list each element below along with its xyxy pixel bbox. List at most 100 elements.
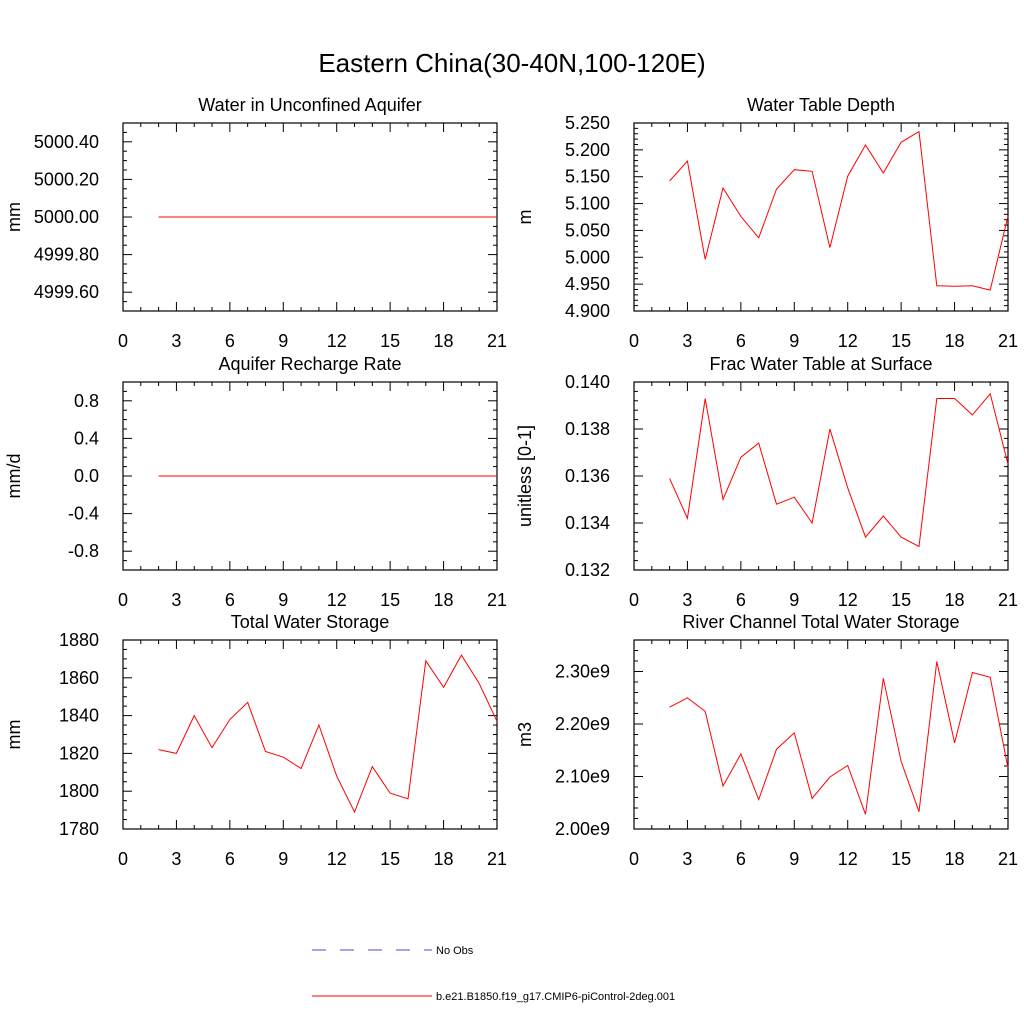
y-tick-label: 5.050 [565, 220, 610, 240]
y-tick-label: 1880 [59, 630, 99, 650]
x-tick-label: 15 [891, 331, 911, 351]
x-tick-label: 0 [118, 590, 128, 610]
x-tick-label: 6 [736, 849, 746, 869]
panel-title: Total Water Storage [231, 612, 389, 632]
series-line [669, 130, 1009, 291]
x-tick-label: 21 [487, 331, 507, 351]
x-tick-label: 9 [789, 331, 799, 351]
x-tick-label: 18 [434, 849, 454, 869]
legend: No Obs b.e21.B1850.f19_g17.CMIP6-piContr… [312, 945, 675, 1003]
x-tick-label: 3 [682, 590, 692, 610]
y-axis-label: mm/d [4, 454, 24, 499]
y-tick-label: 2.10e9 [555, 767, 610, 787]
x-tick-label: 15 [891, 590, 911, 610]
x-tick-label: 18 [434, 331, 454, 351]
x-tick-label: 9 [278, 849, 288, 869]
panel-5: Total Water Storage mm 0 3 6 9 12 15 18 21 1780 180… [4, 612, 507, 869]
series-line [158, 654, 498, 814]
series-line [669, 392, 1009, 548]
x-tick-label: 15 [380, 849, 400, 869]
x-tick-label: 18 [945, 849, 965, 869]
x-tick-label: 6 [225, 590, 235, 610]
y-tick-label: 2.00e9 [555, 819, 610, 839]
panel-title: Frac Water Table at Surface [709, 354, 932, 374]
x-tick-label: 15 [891, 849, 911, 869]
y-tick-label: 0.132 [565, 560, 610, 580]
y-tick-label: 0.4 [74, 428, 99, 448]
x-tick-label: 12 [327, 331, 347, 351]
x-tick-label: 15 [380, 331, 400, 351]
legend-obs-label: No Obs [436, 945, 474, 957]
y-axis-label: m3 [515, 722, 535, 747]
y-tick-label: 5000.40 [34, 132, 99, 152]
y-tick-label: 1860 [59, 668, 99, 688]
x-tick-label: 3 [171, 590, 181, 610]
panel-title: Water in Unconfined Aquifer [198, 95, 421, 115]
x-tick-label: 12 [838, 849, 858, 869]
x-tick-label: 0 [118, 849, 128, 869]
panel-1: Water in Unconfined Aquifer mm 0 3 6 9 12 15 18 2… [4, 95, 507, 351]
x-tick-label: 6 [736, 331, 746, 351]
x-tick-label: 0 [629, 849, 639, 869]
y-tick-label: 4.950 [565, 274, 610, 294]
x-tick-label: 18 [434, 590, 454, 610]
x-tick-label: 0 [629, 331, 639, 351]
x-tick-label: 9 [278, 331, 288, 351]
y-tick-label: 1820 [59, 743, 99, 763]
plot-frame [122, 639, 498, 830]
y-axis-label: m [515, 210, 535, 225]
x-tick-label: 0 [118, 331, 128, 351]
y-tick-label: 2.30e9 [555, 662, 610, 682]
y-tick-label: 1800 [59, 781, 99, 801]
y-tick-label: 5.150 [565, 167, 610, 187]
x-tick-label: 21 [998, 331, 1018, 351]
y-tick-label: 1780 [59, 819, 99, 839]
y-tick-label: -0.8 [68, 541, 99, 561]
x-tick-label: 21 [998, 849, 1018, 869]
x-tick-label: 15 [380, 590, 400, 610]
y-axis-label: mm [4, 202, 24, 232]
y-tick-label: 5000.20 [34, 169, 99, 189]
figure-title: Eastern China(30-40N,100-120E) [318, 48, 705, 78]
plot-frame [633, 639, 1009, 830]
y-tick-label: 5.250 [565, 113, 610, 133]
x-tick-label: 9 [789, 849, 799, 869]
y-tick-label: 5000.00 [34, 207, 99, 227]
y-tick-label: 0.140 [565, 372, 610, 392]
x-tick-label: 6 [225, 849, 235, 869]
x-tick-label: 12 [838, 331, 858, 351]
y-tick-label: 0.138 [565, 419, 610, 439]
panel-title: River Channel Total Water Storage [682, 612, 959, 632]
x-tick-label: 3 [682, 331, 692, 351]
panel-6: River Channel Total Water Storage m3 0 3 6 9 1… [515, 612, 1018, 869]
x-tick-label: 9 [789, 590, 799, 610]
x-tick-label: 0 [629, 590, 639, 610]
y-tick-label: 0.134 [565, 513, 610, 533]
y-tick-label: -0.4 [68, 504, 99, 524]
y-tick-label: 5.100 [565, 194, 610, 214]
x-tick-label: 18 [945, 331, 965, 351]
x-tick-label: 21 [487, 590, 507, 610]
panel-4: Frac Water Table at Surface unitless [0-1… [515, 354, 1018, 610]
panel-3: Aquifer Recharge Rate mm/d 0 3 6 9 12 15 18 21 -0.… [4, 354, 507, 610]
series-line [669, 661, 1009, 815]
legend-model-label: b.e21.B1850.f19_g17.CMIP6-piControl-2deg… [436, 991, 675, 1003]
x-tick-label: 6 [736, 590, 746, 610]
y-tick-label: 2.20e9 [555, 714, 610, 734]
x-tick-label: 9 [278, 590, 288, 610]
panel-2: Water Table Depth m 0 3 6 9 12 15 18 21 4.900 4.950… [515, 95, 1018, 351]
x-tick-label: 12 [327, 590, 347, 610]
y-tick-label: 0.136 [565, 466, 610, 486]
panel-title: Aquifer Recharge Rate [218, 354, 401, 374]
x-tick-label: 21 [487, 849, 507, 869]
x-tick-label: 3 [682, 849, 692, 869]
y-tick-label: 5.000 [565, 247, 610, 267]
x-tick-label: 12 [838, 590, 858, 610]
y-tick-label: 4999.80 [34, 245, 99, 265]
x-tick-label: 3 [171, 331, 181, 351]
x-tick-label: 6 [225, 331, 235, 351]
y-axis-label: unitless [0-1] [515, 425, 535, 527]
y-tick-label: 0.0 [74, 466, 99, 486]
